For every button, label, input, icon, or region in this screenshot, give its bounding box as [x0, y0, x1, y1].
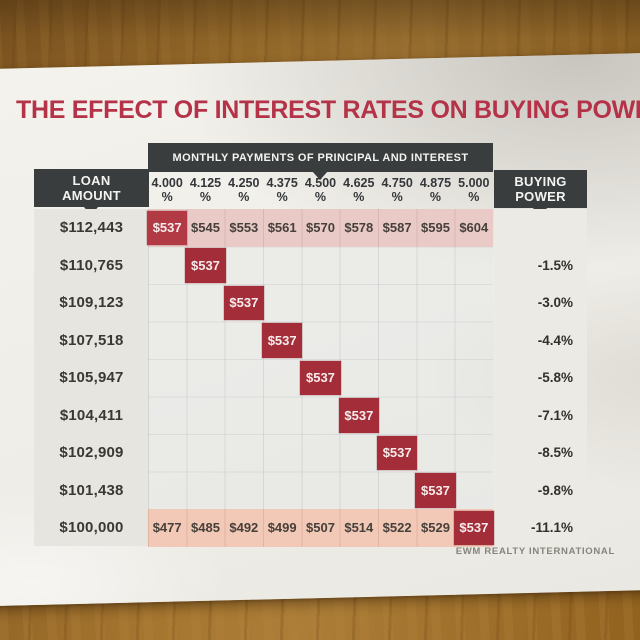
rate-header: 4.875% — [419, 176, 452, 204]
rate-header: 5.000% — [458, 176, 490, 204]
payment-cell: $570 — [306, 220, 335, 236]
payment-cell: $604 — [459, 220, 489, 236]
loan-amount-column: $112,443 $110,765 $109,123 $107,518 $105… — [34, 209, 149, 547]
highlight-cell-537: $537 — [453, 510, 494, 545]
payment-cell: $477 — [152, 520, 182, 536]
highlight-cell-537: $537 — [262, 323, 303, 358]
highlight-cell-537: $537 — [300, 360, 341, 395]
payment-cell: $545 — [191, 220, 220, 236]
highlight-cell-537: $537 — [415, 473, 456, 508]
loan-column-strip — [34, 209, 149, 546]
rate-header: 4.750% — [381, 176, 413, 204]
payment-cell: $587 — [382, 220, 412, 236]
buying-power-value: -3.0% — [537, 295, 573, 311]
loan-amount-value: $101,438 — [59, 481, 124, 499]
buying-power-column-strip — [494, 209, 587, 546]
loan-amount-value: $112,443 — [59, 219, 124, 237]
payment-cell: $578 — [344, 220, 374, 236]
payment-cell: $553 — [229, 220, 259, 236]
rate-header: 4.625% — [343, 176, 375, 204]
loan-header-line1: LOAN — [72, 173, 111, 188]
payment-cell: $514 — [344, 520, 374, 536]
loan-amount-value: $109,123 — [59, 294, 124, 312]
payment-cell: $522 — [382, 520, 412, 536]
buying-power-value: -1.5% — [537, 257, 573, 273]
highlight-cell-537: $537 — [147, 210, 188, 245]
payments-header-band: MONTHLY PAYMENTS OF PRINCIPAL AND INTERE… — [148, 143, 493, 172]
buying-power-value — [494, 209, 587, 247]
payment-cell: $485 — [191, 520, 220, 536]
buying-power-value: -9.8% — [537, 482, 573, 498]
payment-cell: $529 — [421, 520, 450, 536]
payments-band-pointer — [312, 171, 328, 180]
highlight-cell-537: $537 — [377, 435, 418, 470]
buying-power-line2: POWER — [515, 189, 566, 204]
loan-amount-value: $110,765 — [59, 256, 124, 274]
payment-cell: $499 — [267, 520, 297, 536]
loan-amount-value: $104,411 — [59, 406, 124, 424]
loan-amount-value: $107,518 — [59, 331, 124, 349]
payments-header-label: MONTHLY PAYMENTS OF PRINCIPAL AND INTERE… — [172, 151, 469, 164]
page-title: THE EFFECT OF INTEREST RATES ON BUYING P… — [16, 96, 640, 124]
buying-power-value: -5.8% — [537, 370, 573, 386]
loan-amount-value: $100,000 — [59, 519, 124, 537]
loan-amount-value: $102,909 — [59, 444, 124, 462]
rate-column-headers: 4.000% 4.125% 4.250% 4.375% 4.500% 4.625… — [148, 172, 493, 208]
loan-amount-header: LOAN AMOUNT — [34, 169, 149, 207]
buying-power-value: -4.4% — [537, 332, 573, 348]
payment-cell: $507 — [306, 520, 335, 536]
rate-header: 4.250% — [228, 176, 260, 204]
highlight-cell-537: $537 — [223, 285, 264, 320]
payments-row-top: $545 $553 $561 $570 $578 $587 $595 $604 — [148, 209, 493, 247]
buying-power-value: -8.5% — [537, 445, 573, 461]
loan-header-line2: AMOUNT — [62, 188, 121, 203]
loan-amount-value: $105,947 — [59, 369, 124, 387]
payment-cell: $492 — [229, 520, 259, 536]
highlight-cell-537: $537 — [338, 398, 379, 433]
buying-power-value: -11.1% — [530, 520, 573, 536]
rate-header: 4.375% — [266, 176, 298, 204]
buying-power-column: -1.5% -3.0% -4.4% -5.8% -7.1% -8.5% -9.8… — [494, 209, 587, 547]
rate-header: 4.500% — [304, 176, 337, 204]
rate-header: 4.125% — [189, 176, 222, 204]
payment-cell: $595 — [421, 220, 450, 236]
payments-row-bottom: $477 $485 $492 $499 $507 $514 $522 $529 — [148, 509, 493, 547]
highlight-cell-537: $537 — [185, 248, 226, 283]
buying-power-value: -7.1% — [537, 407, 573, 423]
buying-power-header: BUYING POWER — [494, 170, 587, 208]
rate-header: 4.000% — [151, 176, 183, 204]
brand-footer: EWM REALTY INTERNATIONAL — [455, 546, 615, 557]
buying-power-line1: BUYING — [514, 174, 567, 189]
payment-cell: $561 — [267, 220, 297, 236]
